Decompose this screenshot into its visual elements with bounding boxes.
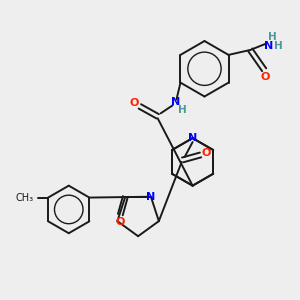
Text: H: H [268,32,277,42]
Text: O: O [260,72,270,82]
Text: H: H [274,41,282,51]
Text: H: H [178,105,187,116]
Text: N: N [146,192,155,202]
Text: CH₃: CH₃ [15,193,33,202]
Text: N: N [188,133,197,143]
Text: O: O [129,98,139,108]
Text: O: O [202,148,211,158]
Text: N: N [263,41,273,51]
Text: O: O [116,217,125,226]
Text: N: N [171,98,180,107]
